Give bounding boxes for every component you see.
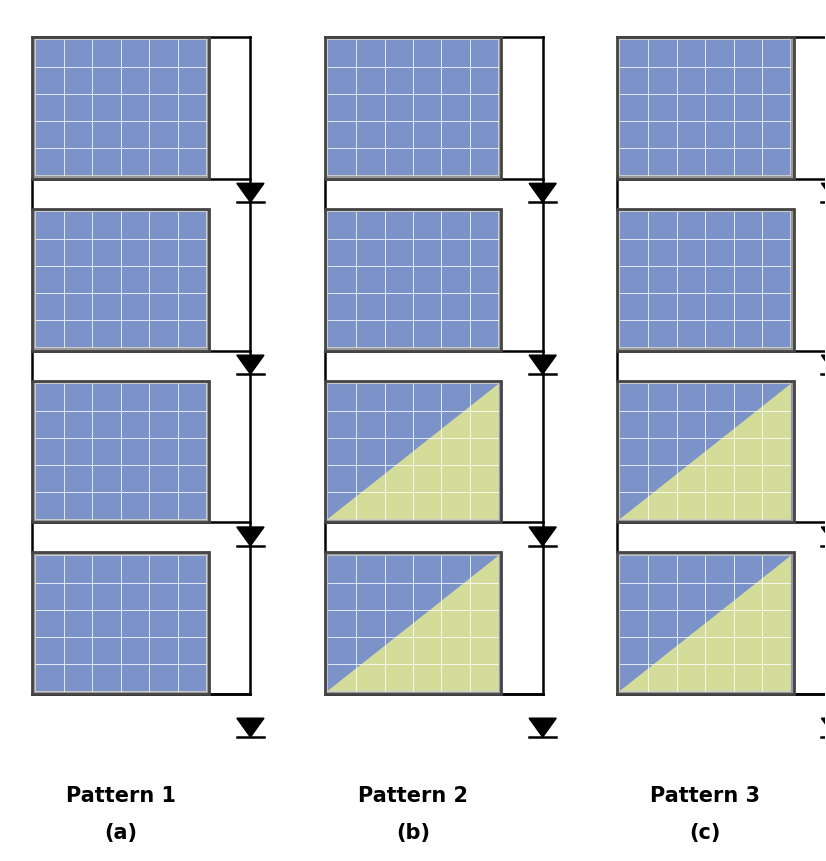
Bar bbox=[620, 384, 791, 520]
Bar bbox=[36, 41, 206, 176]
Bar bbox=[620, 385, 790, 519]
Bar bbox=[325, 38, 501, 179]
Bar bbox=[617, 209, 794, 351]
Bar bbox=[325, 553, 501, 695]
Bar bbox=[327, 212, 499, 349]
Bar bbox=[617, 553, 794, 695]
Bar bbox=[620, 213, 790, 348]
Polygon shape bbox=[529, 528, 556, 546]
Polygon shape bbox=[237, 718, 264, 737]
Polygon shape bbox=[821, 184, 826, 203]
Polygon shape bbox=[328, 556, 498, 691]
Polygon shape bbox=[529, 718, 556, 737]
Bar bbox=[35, 555, 206, 692]
Polygon shape bbox=[237, 356, 264, 375]
Bar bbox=[328, 41, 498, 176]
Bar bbox=[327, 384, 499, 520]
Bar bbox=[328, 385, 498, 519]
Polygon shape bbox=[529, 184, 556, 203]
Bar bbox=[620, 41, 790, 176]
Bar bbox=[325, 381, 501, 523]
Bar bbox=[36, 556, 206, 691]
Polygon shape bbox=[237, 184, 264, 203]
Text: Pattern 2: Pattern 2 bbox=[358, 785, 468, 805]
Bar bbox=[32, 553, 209, 695]
Bar bbox=[617, 553, 794, 695]
Bar bbox=[32, 209, 209, 351]
Polygon shape bbox=[328, 385, 498, 519]
Bar bbox=[36, 213, 206, 348]
Text: (b): (b) bbox=[396, 822, 430, 842]
Bar bbox=[617, 381, 794, 523]
Bar bbox=[620, 212, 791, 349]
Bar bbox=[325, 553, 501, 695]
Bar bbox=[32, 209, 209, 351]
Bar bbox=[617, 38, 794, 179]
Text: (a): (a) bbox=[104, 822, 137, 842]
Polygon shape bbox=[620, 385, 790, 519]
Bar bbox=[325, 38, 501, 179]
Polygon shape bbox=[620, 556, 790, 691]
Bar bbox=[328, 213, 498, 348]
Bar bbox=[32, 381, 209, 523]
Bar bbox=[325, 209, 501, 351]
Bar bbox=[617, 38, 794, 179]
Bar bbox=[32, 553, 209, 695]
Bar bbox=[617, 209, 794, 351]
Bar bbox=[325, 209, 501, 351]
Bar bbox=[35, 384, 206, 520]
Bar bbox=[32, 381, 209, 523]
Bar bbox=[328, 556, 498, 691]
Bar bbox=[327, 555, 499, 692]
Polygon shape bbox=[821, 528, 826, 546]
Bar bbox=[617, 381, 794, 523]
Text: Pattern 1: Pattern 1 bbox=[66, 785, 176, 805]
Polygon shape bbox=[821, 356, 826, 375]
Bar bbox=[35, 212, 206, 349]
Text: Pattern 3: Pattern 3 bbox=[650, 785, 760, 805]
Bar bbox=[325, 381, 501, 523]
Bar bbox=[32, 38, 209, 179]
Bar bbox=[327, 40, 499, 177]
Polygon shape bbox=[529, 356, 556, 375]
Bar bbox=[35, 40, 206, 177]
Bar bbox=[32, 38, 209, 179]
Bar bbox=[36, 385, 206, 519]
Bar bbox=[620, 556, 790, 691]
Polygon shape bbox=[237, 528, 264, 546]
Bar bbox=[620, 40, 791, 177]
Polygon shape bbox=[821, 718, 826, 737]
Text: (c): (c) bbox=[690, 822, 721, 842]
Bar bbox=[620, 555, 791, 692]
